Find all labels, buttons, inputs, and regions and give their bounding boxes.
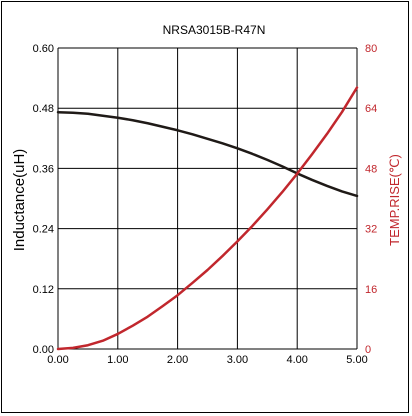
y2-tick-label: 48 — [365, 163, 377, 175]
y2-tick-label: 0 — [365, 344, 371, 356]
y2-tick-label: 32 — [365, 224, 377, 236]
x-tick-label: 1.00 — [107, 354, 128, 366]
y-tick-label: 0.12 — [33, 284, 54, 296]
y-tick-label: 0.48 — [33, 103, 54, 115]
x-tick-label: 2.00 — [167, 354, 188, 366]
inductance-line — [56, 110, 359, 198]
y-axis-label: Inductance(uH) — [11, 149, 28, 252]
ticks-layer: 0.00 1.00 2.00 3.00 4.00 5.00 0.00 0.12 0.24 0.36… — [33, 43, 378, 366]
y-tick-label: 0.00 — [33, 344, 54, 356]
x-tick-label: 0.00 — [47, 354, 68, 366]
y-tick-label: 0.36 — [33, 163, 54, 175]
grid-layer — [57, 47, 358, 350]
temp-rise-line — [56, 86, 359, 351]
chart-title: NRSA3015B-R47N — [163, 23, 266, 37]
y2-tick-label: 16 — [365, 284, 377, 296]
x-tick-label: 4.00 — [286, 354, 307, 366]
y-tick-label: 0.24 — [33, 224, 54, 236]
y2-tick-label: 64 — [365, 103, 377, 115]
y2-axis-label: TEMP.RISE(℃) — [387, 154, 402, 246]
x-tick-label: 5.00 — [346, 354, 367, 366]
x-tick-label: 3.00 — [227, 354, 248, 366]
y2-tick-label: 80 — [365, 43, 377, 55]
series-layer — [56, 86, 359, 351]
y-tick-label: 0.60 — [33, 43, 54, 55]
